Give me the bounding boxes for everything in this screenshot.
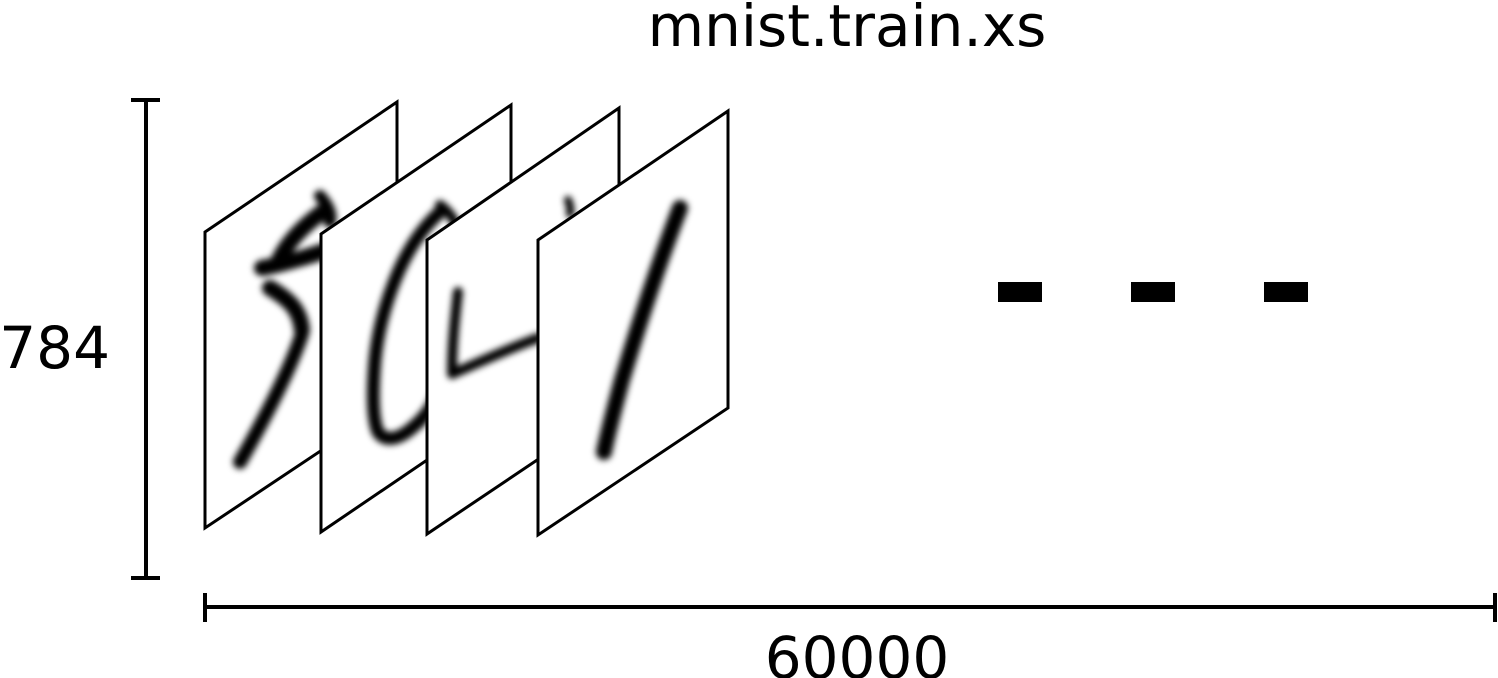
- more-images-ellipsis: [998, 282, 1308, 302]
- digit-4-strokes: [447, 196, 575, 379]
- diagram-title: mnist.train.xs: [648, 0, 1047, 60]
- horizontal-dimension-bracket: [203, 593, 1497, 622]
- digit-1-strokes: [596, 200, 688, 460]
- ellipsis-dash: [1264, 282, 1308, 302]
- vertical-dimension-bracket: [131, 98, 160, 580]
- sample-image-digit-1: [536, 108, 730, 538]
- ellipsis-dash: [998, 282, 1042, 302]
- vertical-dimension-label: 784: [0, 314, 110, 382]
- ellipsis-dash: [1131, 282, 1175, 302]
- horizontal-dimension-label: 60000: [765, 624, 950, 678]
- digit-5-strokes: [233, 190, 353, 469]
